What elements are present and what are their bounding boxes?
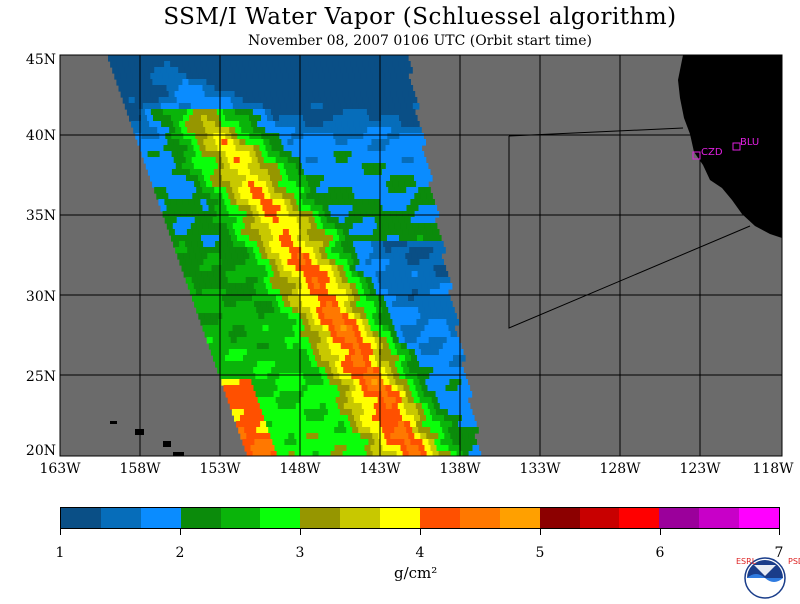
colorbar-segment [300,508,341,528]
lon-label-153w: 153W [199,461,241,477]
colorbar-segment [180,508,221,528]
lon-label-118w: 118W [752,461,794,477]
lon-label-133w: 133W [519,461,561,477]
colorbar-tick [779,529,780,535]
colorbar-label-1: 1 [55,545,65,561]
lat-label-40n: 40N [25,128,56,144]
lat-label-20n: 20N [25,443,56,459]
lon-label-128w: 128W [599,461,641,477]
lon-label-163w: 163W [39,461,81,477]
colorbar-tick [300,529,301,535]
colorbar-segment [459,508,500,528]
colorbar-label-6: 6 [655,545,665,561]
flight-track-north [508,127,684,137]
flight-track [508,136,751,329]
station-blu-marker [732,142,741,151]
colorbar-segment [539,508,580,528]
lat-label-45n: 45N [25,52,56,68]
colorbar-label-3: 3 [295,545,305,561]
colorbar [60,507,780,529]
noaa-logo: ESRL PSD [732,556,800,600]
colorbar-segment [739,508,780,528]
satellite-swath [108,55,482,456]
colorbar-segment [220,508,261,528]
lat-label-35n: 35N [25,208,56,224]
map-frame [59,54,783,457]
station-blu-label: BLU [740,137,760,148]
colorbar-tick [540,529,541,535]
land-north-america [678,55,782,238]
lon-label-138w: 138W [439,461,481,477]
lat-lon-grid [60,55,782,456]
colorbar-segment [659,508,700,528]
lon-label-143w: 143W [359,461,401,477]
lat-label-25n: 25N [25,369,56,385]
colorbar-label-2: 2 [175,545,185,561]
colorbar-units: g/cm² [394,564,438,582]
colorbar-segment [380,508,421,528]
colorbar-tick [660,529,661,535]
logo-side-right: PSD [788,557,800,566]
colorbar-segment [420,508,460,528]
lon-label-148w: 148W [279,461,321,477]
colorbar-label-5: 5 [535,545,545,561]
noaa-emblem [744,557,786,599]
lon-label-123w: 123W [679,461,721,477]
station-czd-label: CZD [701,147,723,158]
colorbar-segment [140,508,181,528]
colorbar-tick [420,529,421,535]
colorbar-segment [699,508,740,528]
colorbar-segment [100,508,141,528]
colorbar-tick [180,529,181,535]
colorbar-segment [340,508,381,528]
map-title: SSM/I Water Vapor (Schluessel algorithm) [163,4,677,30]
logo-side-left: ESRL [736,557,757,566]
colorbar-label-7: 7 [774,545,784,561]
colorbar-segment [619,508,660,528]
station-czd-marker [692,151,701,160]
colorbar-tick [60,529,61,535]
lat-label-30n: 30N [25,289,56,305]
colorbar-segment [61,508,101,528]
colorbar-segment [260,508,301,528]
colorbar-segment [579,508,620,528]
colorbar-label-4: 4 [415,545,425,561]
map-subtitle: November 08, 2007 0106 UTC (Orbit start … [248,33,592,49]
lon-label-158w: 158W [119,461,161,477]
colorbar-segment [499,508,540,528]
